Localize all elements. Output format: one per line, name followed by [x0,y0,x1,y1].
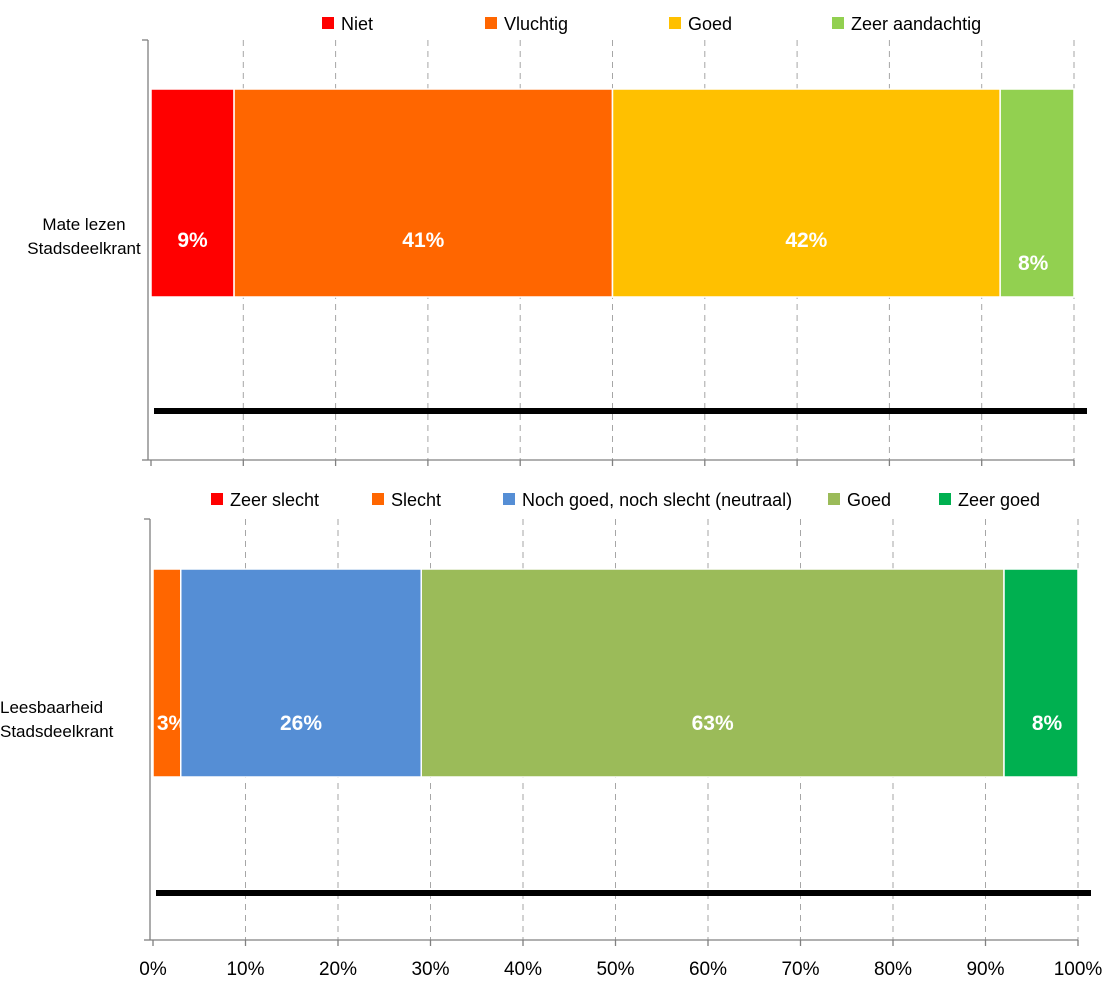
chart1-legend-label-goed: Goed [688,14,732,34]
chart1-legend-label-zeer-aandachtig: Zeer aandachtig [851,14,981,34]
chart2-x-tick-label: 70% [781,959,819,980]
chart1-data-label-zeer-aandachtig: 8% [1018,252,1049,275]
chart1-legend-swatch-goed [669,17,681,29]
chart1-legend-label-niet: Niet [341,14,373,34]
chart2-legend-label-zeer-slecht: Zeer slecht [230,490,319,510]
chart1-legend-label-vluchtig: Vluchtig [504,14,568,34]
chart1-bar-segment-niet [150,88,235,298]
chart2-category-label: Leesbaarheid [0,698,103,717]
chart2-bar-segment-goed [420,568,1005,778]
chart1-data-label-niet: 9% [177,229,208,252]
chart2-data-label-goed: 63% [692,712,734,735]
chart2-x-tick-label: 20% [319,959,357,980]
chart2-x-tick-label: 10% [226,959,264,980]
chart2-bar-segment-zeer-goed [1003,568,1079,778]
chart1-data-label-goed: 42% [785,229,827,252]
chart2-category-label: Stadsdeelkrant [0,722,114,741]
chart2-data-label-slecht: 3% [157,712,188,735]
chart1-bar-segment-vluchtig [233,88,614,298]
chart2-x-tick-label: 0% [139,959,167,980]
chart2-legend-label-noch-goed-noch-slecht-neutraal: Noch goed, noch slecht (neutraal) [522,490,792,510]
chart2-legend-swatch-goed [828,493,840,505]
chart1-data-label-vluchtig: 41% [402,229,444,252]
chart2-legend-swatch-slecht [372,493,384,505]
chart2-legend-swatch-zeer-slecht [211,493,223,505]
chart2-legend-label-goed: Goed [847,490,891,510]
chart2-x-tick-label: 80% [874,959,912,980]
chart2-legend-swatch-zeer-goed [939,493,951,505]
chart2-x-tick-label: 100% [1054,959,1102,980]
chart2-legend-label-slecht: Slecht [391,490,441,510]
chart2-x-tick-label: 50% [596,959,634,980]
chart1-legend-swatch-zeer-aandachtig [832,17,844,29]
chart1-legend-swatch-niet [322,17,334,29]
chart1-legend-swatch-vluchtig [485,17,497,29]
chart1-category-label: Stadsdeelkrant [27,239,141,258]
chart2-bar-segment-noch-goed-noch-slecht-neutraal [180,568,422,778]
chart1-bar-segment-zeer-aandachtig [999,88,1075,298]
chart2-data-label-noch-goed-noch-slecht-neutraal: 26% [280,712,322,735]
chart2-x-tick-label: 90% [966,959,1004,980]
chart1-bar-segment-goed [611,88,1001,298]
chart2-bar-segment-slecht [152,568,182,778]
chart1-category-label: Mate lezen [42,215,125,234]
chart2-legend-swatch-noch-goed-noch-slecht-neutraal [503,493,515,505]
chart2-x-tick-label: 40% [504,959,542,980]
chart2-x-tick-label: 60% [689,959,727,980]
chart2-data-label-zeer-goed: 8% [1032,712,1063,735]
chart1-bar-shadow [154,408,1087,414]
chart2-x-tick-label: 30% [411,959,449,980]
chart2-bar-shadow [156,890,1091,896]
chart2-legend-label-zeer-goed: Zeer goed [958,490,1040,510]
